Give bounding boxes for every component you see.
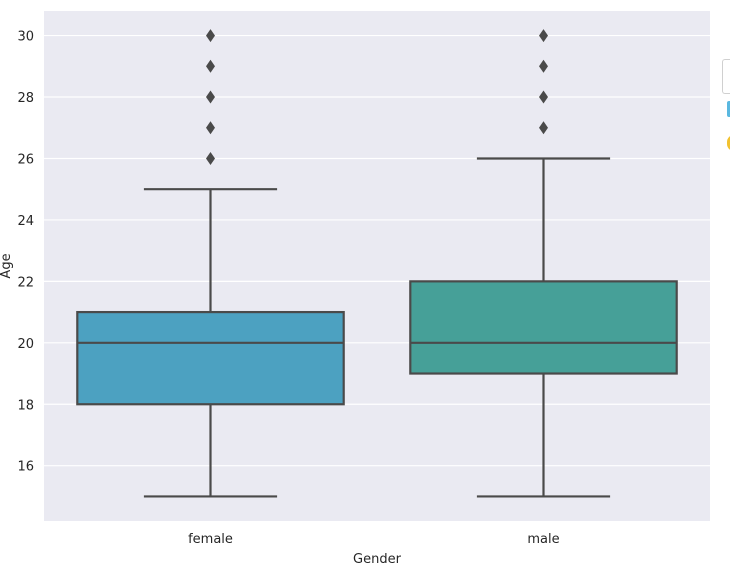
outlier-male-29 bbox=[539, 59, 548, 73]
outlier-male-27 bbox=[539, 121, 548, 135]
outlier-female-26 bbox=[206, 151, 215, 165]
outlier-female-30 bbox=[206, 29, 215, 43]
box-male bbox=[409, 29, 678, 498]
x-tick-labels: female male bbox=[188, 532, 560, 547]
x-tick-label-female: female bbox=[188, 532, 233, 547]
outlier-male-30 bbox=[539, 29, 548, 43]
legend-swatch-yellow bbox=[727, 135, 730, 151]
y-tick-label-16: 16 bbox=[17, 460, 34, 475]
boxes bbox=[76, 29, 678, 498]
y-tick-labels: 16 18 20 22 24 26 28 30 bbox=[17, 30, 34, 475]
y-tick-label-20: 20 bbox=[17, 337, 34, 352]
outlier-male-28 bbox=[539, 90, 548, 104]
y-axis-label: Age bbox=[0, 253, 14, 278]
y-tick-label-24: 24 bbox=[17, 214, 34, 229]
iqr-box-male bbox=[409, 280, 678, 375]
outlier-female-28 bbox=[206, 90, 215, 104]
outlier-female-27 bbox=[206, 121, 215, 135]
iqr-box-female bbox=[76, 310, 345, 406]
y-tick-label-28: 28 bbox=[17, 91, 34, 106]
plot-area bbox=[44, 11, 710, 521]
legend-fragment bbox=[722, 59, 730, 157]
y-tick-label-18: 18 bbox=[17, 398, 34, 413]
x-tick-label-male: male bbox=[527, 532, 559, 547]
y-tick-label-26: 26 bbox=[17, 152, 34, 167]
box-female bbox=[76, 29, 345, 498]
y-tick-label-30: 30 bbox=[17, 30, 34, 45]
outlier-female-29 bbox=[206, 59, 215, 73]
legend-swatch-blue bbox=[727, 101, 730, 117]
legend-box bbox=[722, 59, 730, 94]
x-axis-label: Gender bbox=[353, 552, 402, 567]
y-tick-label-22: 22 bbox=[17, 275, 34, 290]
